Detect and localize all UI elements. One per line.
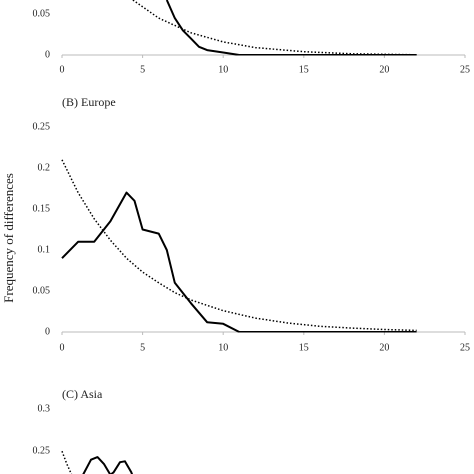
line-series: [61, 159, 417, 332]
y-tick-label: 0.25: [33, 121, 51, 132]
line-series: [82, 456, 134, 474]
x-tick-label: 10: [218, 64, 228, 75]
y-tick-label: 0.25: [33, 446, 51, 457]
y-tick-label: 0: [45, 49, 50, 60]
panel-title: (C) Asia: [62, 387, 103, 401]
x-tick-label: 15: [299, 342, 309, 353]
panel-title: (B) Europe: [62, 95, 116, 109]
x-tick-label: 5: [140, 64, 145, 75]
x-tick-label: 10: [218, 342, 228, 353]
line-series: [61, 450, 73, 474]
y-axis-label: Frequency of differences: [1, 173, 16, 303]
x-tick-label: 25: [460, 342, 470, 353]
y-tick-label: 0.1: [38, 244, 51, 255]
x-tick-label: 25: [460, 64, 470, 75]
x-tick-label: 20: [379, 64, 389, 75]
x-tick-label: 0: [60, 64, 65, 75]
y-tick-label: 0: [45, 326, 50, 337]
plot-area: [61, 450, 134, 474]
y-tick-label: 0.15: [33, 203, 51, 214]
plot-area: [61, 159, 417, 333]
plot-area: [132, 0, 417, 56]
y-tick-label: 0.3: [38, 403, 51, 414]
x-tick-label: 0: [60, 342, 65, 353]
x-tick-label: 15: [299, 64, 309, 75]
x-tick-label: 20: [379, 342, 389, 353]
line-series: [61, 191, 417, 333]
y-tick-label: 0.05: [33, 8, 51, 19]
x-tick-label: 5: [140, 342, 145, 353]
y-tick-label: 0.2: [38, 162, 51, 173]
line-series: [132, 0, 417, 56]
y-tick-label: 0.05: [33, 285, 51, 296]
line-series: [165, 0, 417, 56]
